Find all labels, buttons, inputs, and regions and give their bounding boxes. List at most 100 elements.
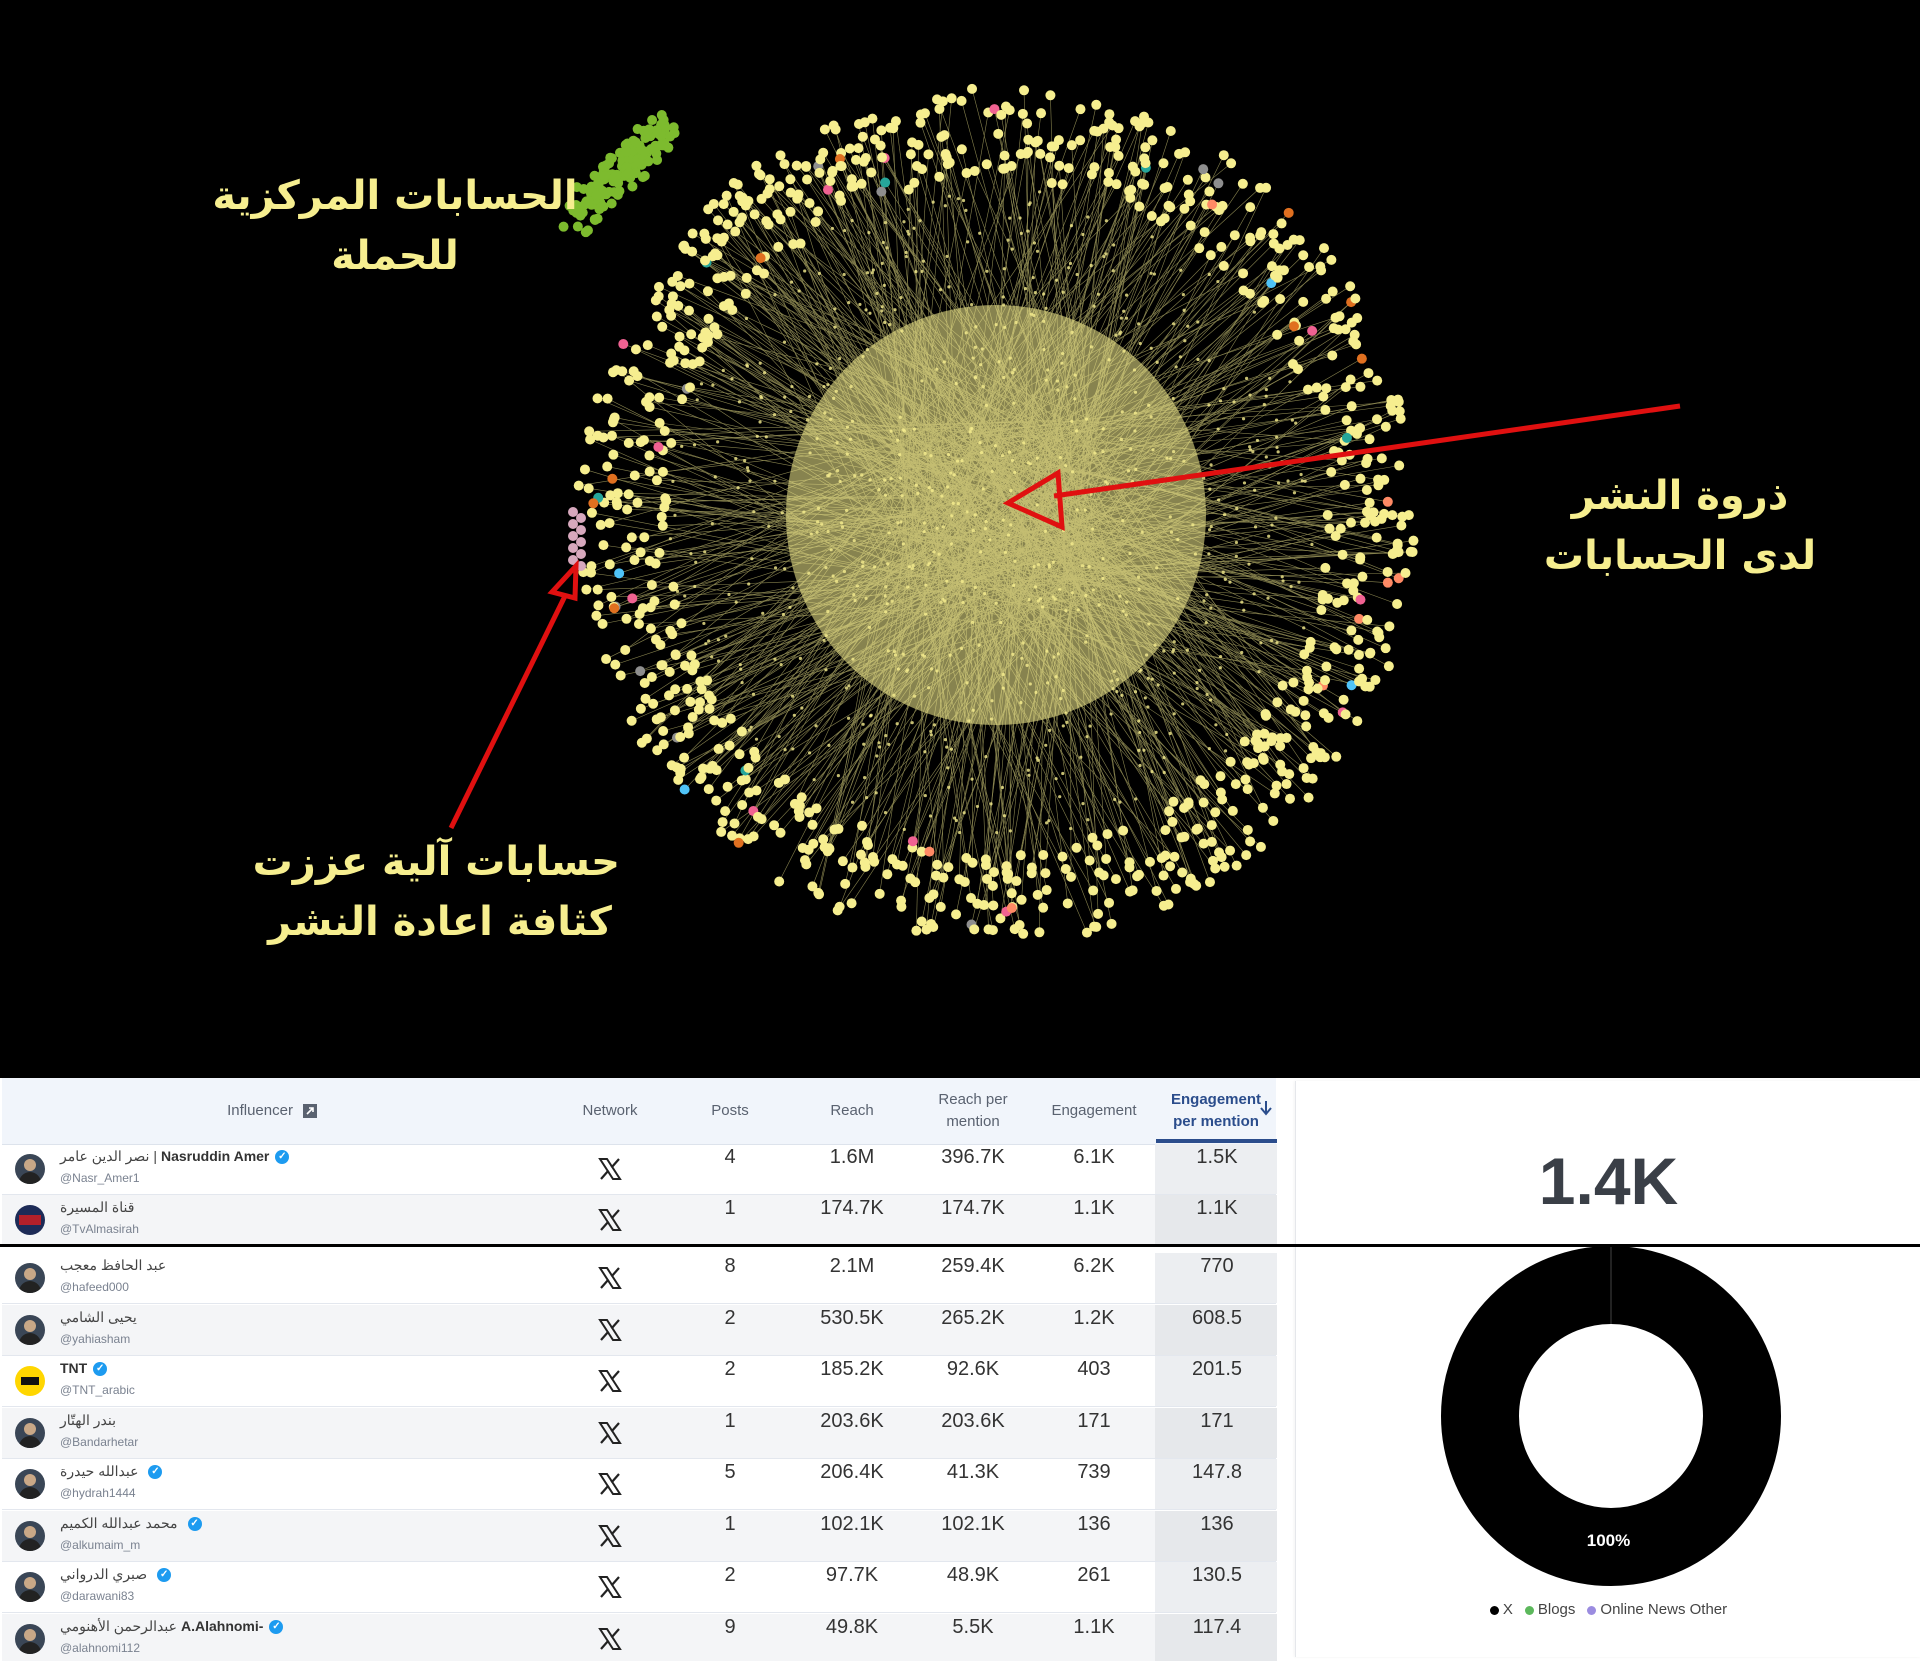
avatar[interactable]	[15, 1315, 45, 1345]
influencer-handle[interactable]: @TvAlmasirah	[60, 1222, 139, 1236]
avatar[interactable]	[15, 1418, 45, 1448]
influencer-name[interactable]: عبد الحافظ معجب	[60, 1257, 170, 1274]
network-graph	[448, 83, 1681, 939]
donut-legend: X Blogs Online News Other	[1296, 1601, 1920, 1618]
influencer-name[interactable]: يحيى الشامي	[60, 1309, 141, 1326]
influencer-name-arabic: نصر الدين عامر |	[60, 1148, 157, 1164]
influencer-handle[interactable]: @hafeed000	[60, 1280, 129, 1294]
x-network-icon	[598, 1628, 622, 1650]
table-row[interactable]: يحيى الشامي @yahiasham 2 530.5K 265.2K 1.2K 60…	[2, 1305, 1277, 1356]
table-row[interactable]: بندر الهتّار @Bandarhetar 1 203.6K 203.6K 171…	[2, 1408, 1277, 1459]
network-graph-panel: الحسابات المركزية للحملة ذروة النشر لدى …	[0, 0, 1920, 1078]
network-nodes	[573, 83, 1419, 939]
cell-reach: 102.1K	[820, 1513, 884, 1535]
legend-label: Online News Other	[1600, 1601, 1728, 1618]
table-row[interactable]: صبري الدرواني ✓ @darawani83 2 97.7K 48.9K 261 1…	[2, 1562, 1277, 1613]
avatar[interactable]	[15, 1154, 45, 1184]
bot-accounts-line1: حسابات آلية عززت	[252, 839, 620, 885]
influencer-handle[interactable]: @darawani83	[60, 1589, 135, 1603]
avatar[interactable]	[15, 1624, 45, 1654]
legend-label: X	[1502, 1601, 1513, 1618]
table-row[interactable]: عبد الحافظ معجب @hafeed000 8 2.1M 259.4K 6.2K…	[2, 1253, 1277, 1304]
sorted-column-cell-bg	[1155, 1511, 1277, 1561]
col-reach-per-mention[interactable]: Reach per mention	[913, 1078, 1033, 1144]
avatar[interactable]	[15, 1521, 45, 1551]
legend-item[interactable]: Online News Other	[1587, 1601, 1727, 1618]
x-network-icon	[598, 1158, 622, 1180]
bot-account-node	[568, 507, 578, 517]
avatar[interactable]	[15, 1366, 45, 1396]
donut-slice-x[interactable]	[1441, 1246, 1781, 1586]
avatar[interactable]	[15, 1205, 45, 1235]
col-rpm-line2: mention	[946, 1113, 1000, 1130]
cell-posts: 4	[724, 1146, 736, 1168]
table-row[interactable]: عبدالرحمن الأهنومي A.Alahnomi- ✓ @alahnomi1…	[2, 1614, 1277, 1661]
cell-eng: 136	[1077, 1513, 1111, 1535]
table-header: Influencer Network Posts Reach Reach per…	[2, 1078, 1278, 1145]
col-network[interactable]: Network	[582, 1102, 638, 1119]
col-reach[interactable]: Reach	[830, 1102, 874, 1119]
cell-posts: 2	[724, 1358, 736, 1380]
avatar[interactable]	[15, 1572, 45, 1602]
influencer-handle[interactable]: @TNT_arabic	[60, 1383, 135, 1397]
cell-posts: 1	[724, 1513, 736, 1535]
verified-badge-icon: ✓	[275, 1150, 290, 1165]
influencer-handle[interactable]: @alahnomi112	[60, 1641, 141, 1655]
table-row[interactable]: محمد عبدالله الكميم ✓ @alkumaim_m 1 102.1K 10…	[2, 1511, 1277, 1562]
influencer-name-arabic: عبدالله حيدرة	[60, 1463, 139, 1479]
x-network-icon	[598, 1267, 622, 1289]
influencer-name[interactable]: نصر الدين عامر | Nasruddin Amer ✓	[60, 1148, 290, 1165]
network-donut-chart	[1441, 1246, 1781, 1586]
sort-desc-arrow-icon[interactable]	[1260, 1100, 1272, 1116]
influencer-name[interactable]: صبري الدرواني ✓	[60, 1566, 172, 1583]
influencer-name[interactable]: TNT ✓	[60, 1360, 108, 1377]
avatar[interactable]	[15, 1263, 45, 1293]
verified-badge-icon: ✓	[157, 1568, 172, 1583]
influencer-name[interactable]: عبدالله حيدرة ✓	[60, 1463, 163, 1480]
legend-item[interactable]: Blogs	[1524, 1601, 1575, 1618]
influencer-name-latin: A.Alahnomi-	[180, 1618, 264, 1634]
influencer-handle[interactable]: @Nasr_Amer1	[60, 1171, 140, 1185]
bot-account-node	[576, 525, 586, 535]
influencer-name[interactable]: عبدالرحمن الأهنومي A.Alahnomi- ✓	[60, 1618, 284, 1635]
x-network-icon	[598, 1319, 622, 1341]
table-row[interactable]: نصر الدين عامر | Nasruddin Amer ✓ @Nasr_Ame…	[2, 1144, 1277, 1195]
cell-epm: 171	[1200, 1410, 1234, 1432]
peak-posting-line1: ذروة النشر	[1571, 473, 1789, 519]
avatar[interactable]	[15, 1469, 45, 1499]
external-link-icon[interactable]	[302, 1104, 317, 1118]
influencer-name[interactable]: بندر الهتّار	[60, 1412, 120, 1429]
influencer-handle[interactable]: @yahiasham	[60, 1332, 131, 1346]
col-influencer-label: Influencer	[227, 1102, 293, 1119]
x-network-icon	[598, 1525, 622, 1547]
cell-eng: 1.1K	[1073, 1616, 1115, 1638]
influencer-name[interactable]: قناة المسيرة	[60, 1199, 138, 1216]
col-rpm-line1: Reach per	[938, 1091, 1008, 1108]
col-posts[interactable]: Posts	[711, 1102, 749, 1119]
col-engagement[interactable]: Engagement	[1051, 1102, 1137, 1119]
table-row[interactable]: عبدالله حيدرة ✓ @hydrah1444 5 206.4K 41.3K 739…	[2, 1459, 1277, 1510]
influencer-handle[interactable]: @Bandarhetar	[60, 1435, 139, 1449]
influencer-handle[interactable]: @hydrah1444	[60, 1486, 136, 1500]
col-epm-line1: Engagement	[1170, 1091, 1261, 1108]
bot-account-node	[576, 513, 586, 523]
legend-item[interactable]: X	[1489, 1601, 1513, 1618]
cell-rpm: 102.1K	[941, 1513, 1005, 1535]
cell-reach: 2.1M	[829, 1255, 875, 1277]
sorted-column-cell-bg	[1155, 1253, 1277, 1303]
bot-account-node	[576, 537, 586, 547]
legend-dot-icon	[1489, 1605, 1499, 1615]
cell-epm: 770	[1200, 1255, 1234, 1277]
cell-reach: 49.8K	[825, 1616, 879, 1638]
cell-rpm: 203.6K	[941, 1410, 1005, 1432]
table-row[interactable]: TNT ✓ @TNT_arabic 2 185.2K 92.6K 403 201.5	[2, 1356, 1277, 1407]
cell-rpm: 396.7K	[941, 1146, 1005, 1168]
influencer-name[interactable]: محمد عبدالله الكميم ✓	[60, 1515, 202, 1532]
table-row[interactable]: قناة المسيرة @TvAlmasirah 1 174.7K 174.7K 1.1…	[2, 1195, 1277, 1246]
influencer-handle[interactable]: @alkumaim_m	[60, 1538, 141, 1552]
col-influencer[interactable]: Influencer	[2, 1078, 542, 1144]
cell-epm: 1.5K	[1196, 1146, 1238, 1168]
big-stat-value: 1.4K	[1538, 1144, 1679, 1218]
cell-eng: 1.2K	[1073, 1307, 1115, 1329]
col-engagement-per-mention[interactable]: Engagement per mention	[1154, 1078, 1278, 1144]
